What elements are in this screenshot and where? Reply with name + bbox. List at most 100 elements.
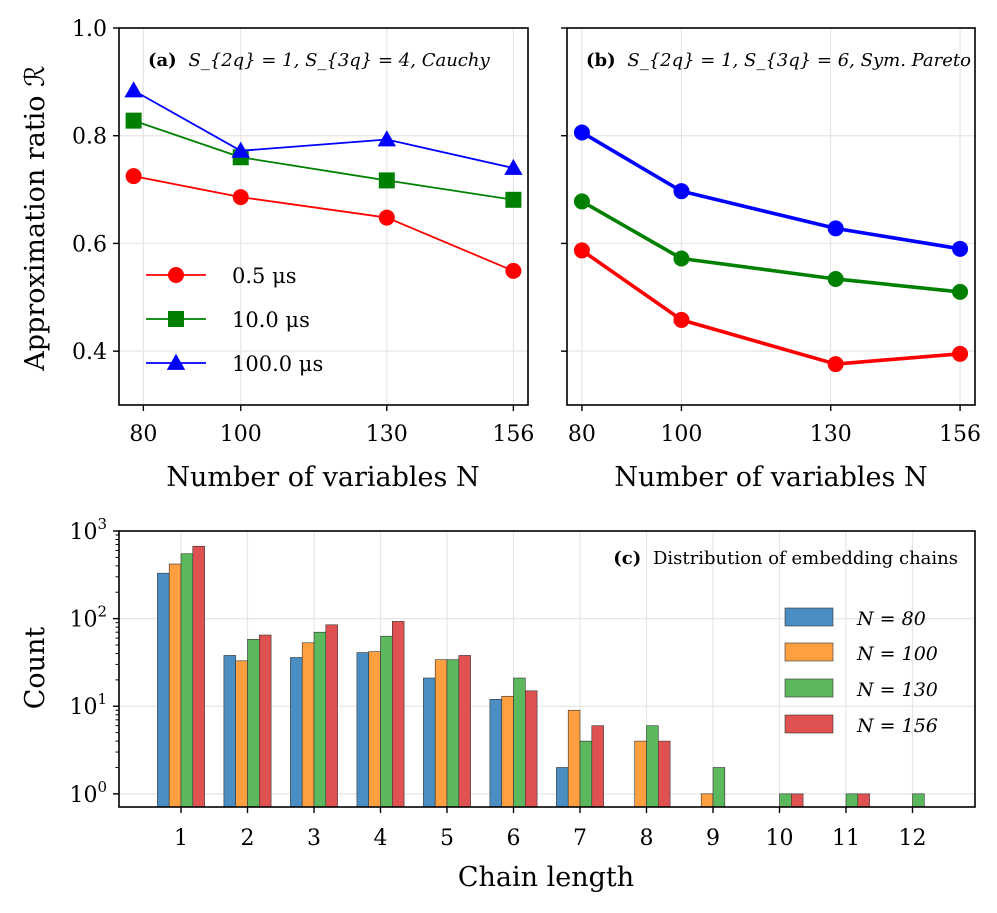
panel-c-bar-2 xyxy=(380,635,393,807)
legend-c-label-2: N = 130 xyxy=(856,679,938,701)
panel-c-ytick-exponent: 3 xyxy=(97,515,107,533)
panel-c-bar-3 xyxy=(458,655,471,807)
panel-c-bar-2 xyxy=(313,631,327,807)
panel-c-bar-1 xyxy=(634,740,647,807)
panel-c-bar-2 xyxy=(912,793,925,807)
panel-c-bar-1 xyxy=(168,563,182,807)
panel-b-grid xyxy=(567,27,975,405)
panel-c-ytick-label: 100 xyxy=(69,778,107,808)
panel-c-bar-2 xyxy=(779,793,792,807)
panel-c-xtick-label: 9 xyxy=(706,826,720,851)
panel-c-ytick-base: 10 xyxy=(69,520,97,545)
panel-a-series-2-line xyxy=(133,89,514,169)
panel-c-xtick-label: 11 xyxy=(832,826,860,851)
panel-c-bar-3 xyxy=(524,690,538,807)
panel-c-bar-3 xyxy=(591,725,604,807)
panel-a-xlabel: Number of variables N xyxy=(166,462,479,493)
panel-c-bar-0 xyxy=(157,572,170,807)
panel-c-bar-0 xyxy=(223,655,236,807)
panel-c-bar-2 xyxy=(579,740,593,807)
panel-c-bar-2 xyxy=(646,725,659,807)
panel-b-series-0-point xyxy=(573,124,590,141)
legend-a-label-2: 100.0 μs xyxy=(232,352,323,376)
panel-c-bar-2 xyxy=(845,793,859,807)
panel-c-xtick-label: 3 xyxy=(307,826,321,851)
legend-c-swatch-1 xyxy=(784,642,834,662)
panel-c-xlabel: Chain length xyxy=(458,862,634,893)
panel-a-ticks: 0.4 0.6 0.8 1.0 80 100 130 156 xyxy=(72,17,534,447)
panel-c-bar-2 xyxy=(712,767,726,807)
panel-c-bar-0 xyxy=(423,677,436,807)
panel-b-tag: (b) xyxy=(586,50,616,71)
panel-c-bar-1 xyxy=(301,642,315,807)
legend-a-label-0: 0.5 μs xyxy=(232,264,297,288)
panel-c-bars xyxy=(157,545,925,807)
legend-c-label-3: N = 156 xyxy=(856,715,938,737)
panel-c-frame xyxy=(118,530,976,808)
panel-a-legend: 0.5 μs 10.0 μs 100.0 μs xyxy=(146,264,323,376)
panel-b-xtick-label: 130 xyxy=(810,422,852,447)
panel-b-annotation-text: S_{2q} = 1, S_{3q} = 6, Sym. Pareto xyxy=(627,50,971,71)
panel-c-xtick-label: 1 xyxy=(174,826,188,851)
legend-c-label-0: N = 80 xyxy=(856,608,926,630)
panel-b-series-1-point xyxy=(827,270,844,287)
panel-c-bar-3 xyxy=(790,793,804,807)
panel-a-grid xyxy=(119,27,528,405)
panel-a-series-1-line xyxy=(133,119,514,201)
panel-c-ytick-base: 10 xyxy=(69,783,97,808)
panel-a-xtick-label: 80 xyxy=(129,422,157,447)
panel-a-series-2-point xyxy=(504,158,523,175)
panel-c-bar-3 xyxy=(325,624,338,807)
panel-a-tag: (a) xyxy=(148,50,177,71)
panel-a-ylabel: Approximation ratio ℛ xyxy=(20,65,51,371)
panel-a-xtick-label: 100 xyxy=(220,422,262,447)
panel-a-series-0-point xyxy=(125,168,142,185)
panel-a-xtick-label: 156 xyxy=(492,422,534,447)
panel-b-xtick-label: 100 xyxy=(660,422,702,447)
panel-b-series-1-point xyxy=(952,283,969,300)
panel-c-bar-1 xyxy=(501,695,514,807)
legend-c-swatch-3 xyxy=(784,714,834,734)
panel-c-xtick-label: 5 xyxy=(440,826,454,851)
panel-c-bar-2 xyxy=(446,659,460,807)
panel-a-ytick-label: 1.0 xyxy=(72,17,107,42)
panel-a-series xyxy=(124,81,523,279)
panel-c-annotation-text: Distribution of embedding chains xyxy=(653,548,958,569)
legend-a-marker-1 xyxy=(168,311,184,327)
panel-c-bar-0 xyxy=(556,767,569,807)
panel-c-xtick-label: 2 xyxy=(241,826,255,851)
panel-b-xtick-label: 156 xyxy=(939,422,981,447)
panel-c-bar-2 xyxy=(180,553,194,807)
panel-b-series-2-point xyxy=(673,311,690,328)
panel-b-series-1-point xyxy=(573,193,590,210)
panel-b-series-1-line xyxy=(581,199,961,294)
legend-a-marker-0 xyxy=(168,267,184,283)
panel-c-bar-1 xyxy=(567,709,581,807)
panel-c-bar-0 xyxy=(489,699,502,807)
panel-a-frame xyxy=(118,27,529,406)
panel-c-ytick-exponent: 1 xyxy=(97,690,107,708)
panel-a-series-1-point xyxy=(125,112,142,129)
panel-b-series-1-point xyxy=(673,250,690,267)
panel-c-ytick-label: 102 xyxy=(69,603,107,633)
panel-b-series-2-line xyxy=(580,248,961,366)
panel-c-xtick-label: 12 xyxy=(899,826,927,851)
panel-b-series-0-point xyxy=(952,240,969,257)
panel-a-series-1-point xyxy=(505,191,522,208)
panel-a-xtick-label: 130 xyxy=(366,422,408,447)
panel-c-xtick-label: 6 xyxy=(507,826,521,851)
legend-c-swatch-2 xyxy=(784,678,834,698)
panel-c-bar-3 xyxy=(258,634,272,807)
panel-b-series-0-line xyxy=(581,130,961,251)
panel-a-series-0-line xyxy=(133,175,514,272)
panel-a: 0.4 0.6 0.8 1.0 80 100 130 156 (a) S_{2q} = 1, … xyxy=(20,17,534,493)
legend-c-label-1: N = 100 xyxy=(856,643,938,665)
legend-a-label-1: 10.0 μs xyxy=(232,308,310,332)
panel-c-bar-3 xyxy=(857,793,870,807)
panel-a-series-1-point xyxy=(378,172,395,189)
panel-a-ytick-label: 0.6 xyxy=(72,232,107,257)
panel-a-series-0-point xyxy=(378,209,395,226)
panel-b-series-2-point xyxy=(573,242,590,259)
